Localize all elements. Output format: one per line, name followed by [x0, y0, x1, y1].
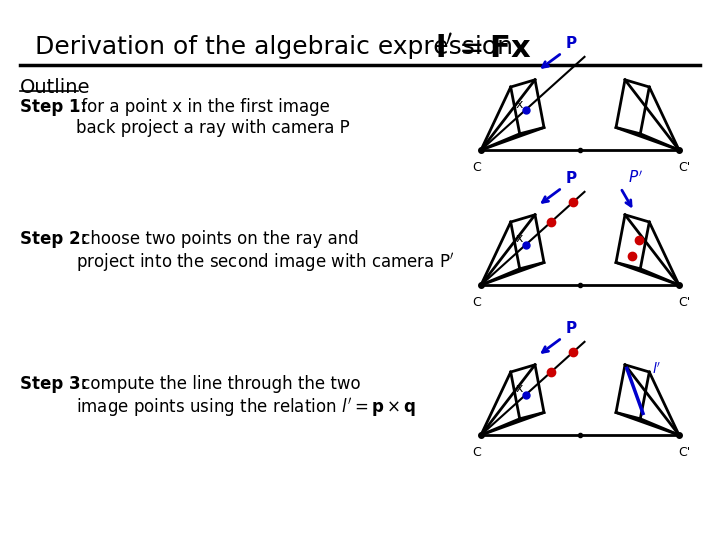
- Text: C: C: [472, 446, 482, 459]
- Text: C': C': [678, 161, 690, 174]
- Text: $P'$: $P'$: [629, 169, 644, 186]
- Text: $\mathbf{l}' = \mathbf{Fx}$: $\mathbf{l}' = \mathbf{Fx}$: [435, 33, 532, 64]
- Text: Derivation of the algebraic expression: Derivation of the algebraic expression: [35, 35, 513, 59]
- Text: for a point x in the first image
back project a ray with camera P: for a point x in the first image back pr…: [76, 98, 350, 137]
- Text: $l'$: $l'$: [652, 362, 662, 377]
- Text: x: x: [516, 233, 523, 246]
- Text: compute the line through the two
image points using the relation $l' = \mathbf{p: compute the line through the two image p…: [76, 375, 416, 419]
- Text: x: x: [516, 98, 523, 111]
- Text: Step 2:: Step 2:: [20, 230, 87, 248]
- Text: Step 1:: Step 1:: [20, 98, 87, 116]
- Text: P: P: [566, 171, 577, 186]
- Text: Outline: Outline: [20, 78, 91, 97]
- Text: C': C': [678, 446, 690, 459]
- Text: C: C: [472, 161, 482, 174]
- Text: P: P: [566, 321, 577, 336]
- Text: P: P: [566, 36, 577, 51]
- Text: choose two points on the ray and
project into the second image with camera P$'$: choose two points on the ray and project…: [76, 230, 454, 274]
- Text: C: C: [472, 296, 482, 309]
- Text: C': C': [678, 296, 690, 309]
- Text: x: x: [516, 382, 523, 395]
- Text: Step 3:: Step 3:: [20, 375, 87, 393]
